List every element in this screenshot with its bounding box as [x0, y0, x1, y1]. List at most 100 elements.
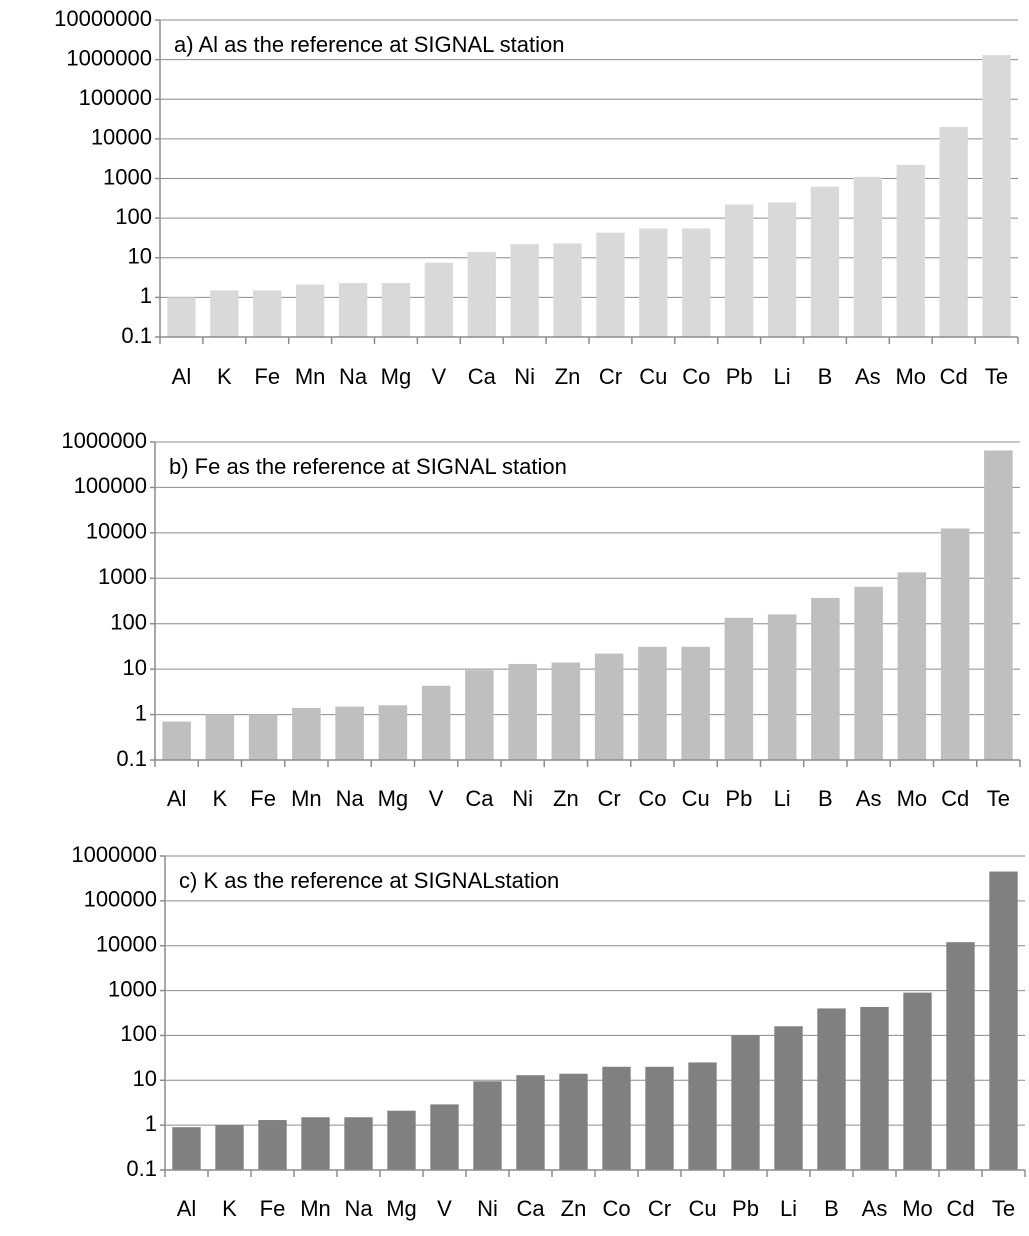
bar — [162, 721, 191, 760]
bar — [465, 670, 494, 760]
bar — [387, 1110, 416, 1170]
bar — [596, 232, 625, 337]
y-tick-label: 0.1 — [121, 323, 152, 348]
x-tick-label: Mg — [386, 1196, 417, 1221]
chart-title: a) Al as the reference at SIGNAL station — [174, 32, 565, 57]
y-tick-label: 1000000 — [71, 842, 157, 867]
x-tick-label: Co — [638, 786, 666, 811]
y-tick-label: 1 — [140, 283, 152, 308]
bar — [854, 586, 883, 760]
x-tick-label: Pb — [725, 786, 752, 811]
x-tick-label: Pb — [726, 364, 753, 389]
bar — [172, 1127, 201, 1170]
bar — [688, 1062, 717, 1170]
x-tick-label: Ni — [514, 364, 535, 389]
bar — [645, 1066, 674, 1170]
bar — [774, 1026, 803, 1170]
x-tick-label: B — [818, 786, 833, 811]
x-tick-label: Na — [344, 1196, 373, 1221]
bar — [896, 164, 925, 337]
bar — [292, 707, 321, 760]
x-tick-label: Ni — [512, 786, 533, 811]
bar — [767, 202, 797, 337]
x-tick-label: As — [855, 364, 881, 389]
x-tick-label: V — [429, 786, 444, 811]
x-tick-label: Li — [774, 786, 791, 811]
bar — [897, 572, 927, 760]
x-tick-label: V — [437, 1196, 452, 1221]
bar — [248, 714, 278, 760]
x-tick-label: Mn — [300, 1196, 331, 1221]
x-tick-label: Zn — [555, 364, 581, 389]
bar — [982, 55, 1011, 338]
y-tick-label: 10000 — [86, 519, 147, 544]
x-tick-label: K — [217, 364, 232, 389]
x-tick-label: Fe — [260, 1196, 286, 1221]
x-tick-label: As — [862, 1196, 888, 1221]
y-tick-label: 0.1 — [116, 746, 147, 771]
y-tick-label: 0.1 — [126, 1156, 157, 1181]
bar — [731, 1035, 760, 1170]
x-tick-label: Zn — [561, 1196, 587, 1221]
y-tick-label: 100 — [120, 1021, 157, 1046]
y-tick-label: 10000 — [96, 932, 157, 957]
bar — [810, 186, 840, 337]
x-tick-label: Co — [602, 1196, 630, 1221]
bar — [258, 1120, 287, 1170]
x-tick-label: Pb — [732, 1196, 759, 1221]
y-tick-label: 1000 — [98, 564, 147, 589]
bar — [381, 283, 411, 337]
bar — [508, 663, 537, 760]
bar — [946, 942, 975, 1170]
x-tick-label: Fe — [254, 364, 280, 389]
y-tick-label: 1000000 — [61, 428, 147, 453]
bar — [989, 871, 1018, 1170]
x-tick-label: Na — [339, 364, 368, 389]
bar — [939, 126, 968, 337]
bar — [473, 1081, 502, 1170]
x-tick-label: Ca — [468, 364, 497, 389]
bar — [559, 1073, 588, 1170]
x-tick-label: Mg — [378, 786, 409, 811]
y-tick-label: 1 — [145, 1111, 157, 1136]
bar — [210, 290, 239, 337]
bar — [940, 528, 970, 760]
bar — [430, 1104, 459, 1170]
bar — [335, 706, 364, 760]
bar — [205, 714, 235, 760]
x-tick-label: Mo — [902, 1196, 933, 1221]
y-tick-label: 10 — [123, 655, 147, 680]
x-tick-label: As — [856, 786, 882, 811]
y-tick-label: 10 — [128, 244, 152, 269]
y-tick-label: 100 — [115, 204, 152, 229]
chart-title: c) K as the reference at SIGNALstation — [179, 868, 559, 893]
bar — [682, 228, 711, 337]
y-tick-label: 100000 — [74, 473, 147, 498]
bar — [510, 244, 539, 337]
bar — [551, 662, 581, 760]
bar — [638, 646, 667, 760]
bar — [167, 297, 196, 337]
bar — [724, 204, 754, 337]
y-tick-label: 10000000 — [54, 6, 152, 31]
x-tick-label: Mg — [381, 364, 412, 389]
bar — [467, 251, 496, 337]
bar — [681, 646, 710, 760]
x-tick-label: Cd — [940, 364, 968, 389]
x-tick-label: Cr — [599, 364, 622, 389]
x-tick-label: Zn — [553, 786, 579, 811]
bar — [767, 614, 797, 760]
x-tick-label: Ni — [477, 1196, 498, 1221]
x-tick-label: Al — [172, 364, 192, 389]
bar — [421, 685, 451, 760]
y-tick-label: 100000 — [84, 887, 157, 912]
bar — [903, 992, 932, 1170]
x-tick-label: K — [213, 786, 228, 811]
x-tick-label: Mn — [295, 364, 326, 389]
x-tick-label: V — [432, 364, 447, 389]
bar — [811, 597, 840, 760]
x-tick-label: Cu — [682, 786, 710, 811]
x-tick-label: Li — [773, 364, 790, 389]
x-tick-label: Te — [985, 364, 1008, 389]
x-tick-label: B — [824, 1196, 839, 1221]
